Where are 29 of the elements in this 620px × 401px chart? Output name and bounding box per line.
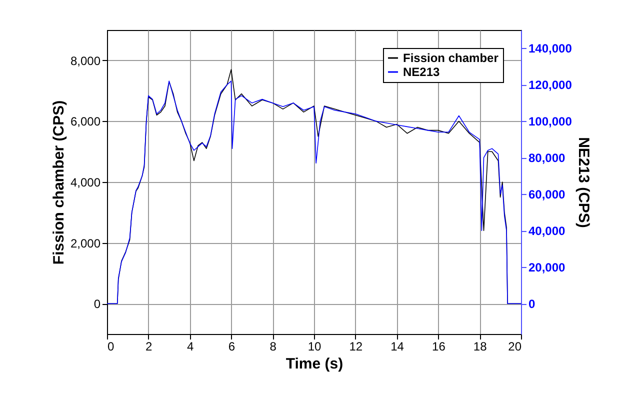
y-tick-label: 6,000: [70, 114, 101, 129]
x-tick-label: 16: [432, 340, 446, 354]
y-tick-label: 8,000: [70, 54, 101, 68]
x-tick-label: 0: [108, 340, 114, 354]
x-tick-label: 14: [390, 340, 404, 354]
x-tick-label: 4: [186, 340, 194, 354]
x-tick-label: 2: [146, 340, 153, 354]
x-tick-label: 8: [270, 340, 277, 354]
x-tick-label: 6: [228, 340, 236, 354]
y2-tick-label: 0: [528, 297, 536, 312]
y-tick-label: 0: [94, 297, 101, 312]
y2-tick-label: 100,000: [528, 114, 572, 129]
x-tick-label: 10: [308, 340, 322, 354]
x-tick-label: 18: [473, 340, 488, 354]
x-tick-label: 20: [508, 340, 522, 354]
y2-axis-title: NE213 (CPS): [574, 137, 592, 228]
y2-tick-label: 140,000: [528, 42, 572, 56]
legend-label: NE213: [403, 65, 440, 79]
y-axis-title: Fission chamber (CPS): [50, 100, 68, 265]
y2-tick-label: 120,000: [528, 78, 572, 92]
x-axis-title: Time (s): [286, 356, 344, 372]
legend-label: Fission chamber: [403, 51, 499, 65]
x-tick-label: 12: [349, 340, 363, 354]
y2-tick-label: 60,000: [528, 188, 566, 202]
y2-tick-label: 40,000: [528, 224, 566, 238]
y2-tick-label: 80,000: [528, 151, 566, 166]
y-tick-label: 4,000: [70, 176, 101, 190]
y-tick-label: 2,000: [70, 236, 101, 250]
y2-tick-label: 20,000: [528, 260, 566, 275]
